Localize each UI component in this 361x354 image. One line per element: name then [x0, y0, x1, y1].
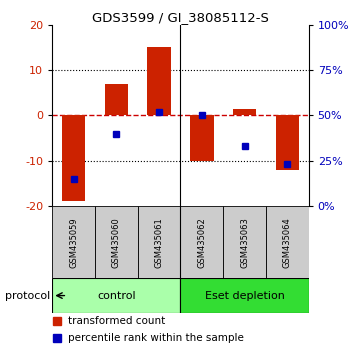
Bar	[266, 206, 309, 279]
Text: GSM435064: GSM435064	[283, 217, 292, 268]
Bar	[62, 115, 86, 201]
Bar	[147, 47, 171, 115]
Bar	[180, 206, 223, 279]
Bar	[52, 279, 180, 313]
Bar	[233, 109, 256, 115]
Bar	[95, 206, 138, 279]
Text: Eset depletion: Eset depletion	[205, 291, 284, 301]
Text: GSM435060: GSM435060	[112, 217, 121, 268]
Text: percentile rank within the sample: percentile rank within the sample	[68, 333, 244, 343]
Bar	[180, 279, 309, 313]
Bar	[275, 115, 299, 170]
Text: transformed count: transformed count	[68, 316, 165, 326]
Bar	[223, 206, 266, 279]
Bar	[138, 206, 180, 279]
Title: GDS3599 / GI_38085112-S: GDS3599 / GI_38085112-S	[92, 11, 269, 24]
Text: GSM435063: GSM435063	[240, 217, 249, 268]
Bar	[105, 84, 128, 115]
Bar	[190, 115, 214, 161]
Text: control: control	[97, 291, 136, 301]
Text: GSM435059: GSM435059	[69, 217, 78, 268]
Text: GSM435061: GSM435061	[155, 217, 164, 268]
Bar	[52, 206, 95, 279]
Text: protocol: protocol	[5, 291, 50, 301]
Text: GSM435062: GSM435062	[197, 217, 206, 268]
